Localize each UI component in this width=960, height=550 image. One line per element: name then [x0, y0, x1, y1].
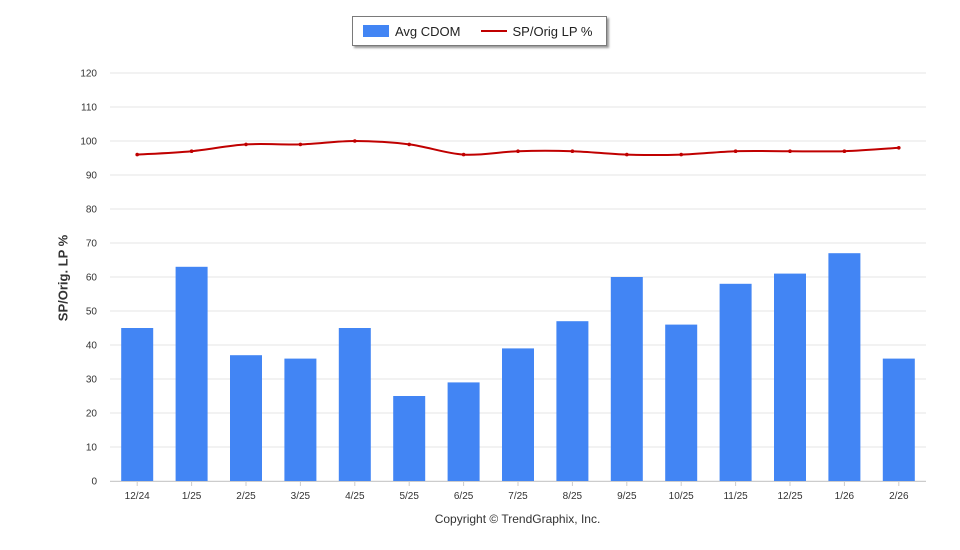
- x-tick-label: 11/25: [723, 491, 748, 502]
- x-tick-label: 8/25: [563, 491, 583, 502]
- x-tick-label: 1/26: [835, 491, 855, 502]
- x-tick-label: 12/25: [777, 491, 802, 502]
- line-point[interactable]: [897, 146, 901, 150]
- x-tick-label: 3/25: [291, 491, 311, 502]
- y-tick-label: 120: [80, 69, 97, 80]
- x-tick-label: 6/25: [454, 491, 474, 502]
- bar[interactable]: [230, 355, 262, 481]
- bar[interactable]: [393, 396, 426, 481]
- y-tick-label: 30: [86, 375, 98, 386]
- y-tick-label: 90: [86, 171, 98, 182]
- copyright-text: Copyright © TrendGraphix, Inc.: [434, 512, 601, 526]
- y-tick-label: 10: [86, 443, 98, 454]
- x-tick-label: 2/26: [889, 491, 909, 502]
- x-tick-label: 4/25: [345, 491, 365, 502]
- legend-swatch-bar: [363, 25, 389, 37]
- y-tick-label: 70: [86, 239, 98, 250]
- x-tick-label: 1/25: [182, 491, 202, 502]
- chart-legend: Avg CDOM SP/Orig LP %: [352, 16, 607, 46]
- legend-label-avg-cdom: Avg CDOM: [395, 23, 461, 39]
- bar[interactable]: [610, 277, 643, 481]
- bar[interactable]: [719, 283, 752, 481]
- bar[interactable]: [828, 253, 861, 481]
- x-tick-label: 5/25: [399, 491, 419, 502]
- line-point[interactable]: [244, 142, 248, 147]
- bar[interactable]: [175, 266, 208, 481]
- legend-item-avg-cdom[interactable]: Avg CDOM: [353, 24, 461, 39]
- x-tick-label: 10/25: [669, 491, 694, 502]
- y-tick-label: 80: [86, 205, 98, 216]
- bar[interactable]: [556, 321, 589, 481]
- line-point[interactable]: [679, 152, 683, 157]
- bar[interactable]: [882, 358, 915, 481]
- line-point[interactable]: [570, 149, 575, 153]
- legend-swatch-line: [480, 30, 507, 32]
- bar[interactable]: [665, 324, 698, 481]
- line-point[interactable]: [189, 149, 194, 153]
- line-point[interactable]: [842, 149, 847, 153]
- x-tick-label: 9/25: [617, 491, 637, 502]
- bar[interactable]: [774, 273, 806, 481]
- line-point[interactable]: [353, 139, 357, 143]
- y-tick-label: 50: [86, 307, 98, 318]
- y-axis-label: SP/Orig. LP %: [55, 234, 71, 322]
- y-tick-label: 100: [80, 137, 97, 148]
- y-tick-label: 20: [86, 409, 98, 420]
- line-point[interactable]: [461, 152, 466, 157]
- bar[interactable]: [338, 328, 371, 481]
- legend-item-sp-orig[interactable]: SP/Orig LP %: [461, 23, 593, 39]
- y-tick-label: 0: [91, 477, 97, 488]
- y-tick-label: 40: [86, 341, 98, 352]
- bar[interactable]: [121, 328, 154, 481]
- bar[interactable]: [502, 348, 534, 481]
- x-tick-label: 12/24: [125, 491, 150, 502]
- line-point[interactable]: [298, 142, 303, 147]
- line-point[interactable]: [135, 152, 139, 157]
- line-point[interactable]: [788, 149, 792, 153]
- line-point[interactable]: [516, 149, 520, 153]
- x-tick-label: 2/25: [236, 491, 256, 502]
- line-point[interactable]: [407, 142, 412, 147]
- bar[interactable]: [284, 358, 317, 481]
- x-tick-label: 7/25: [508, 491, 528, 502]
- line-point[interactable]: [625, 152, 629, 157]
- y-tick-label: 60: [86, 273, 98, 284]
- legend-label-sp-orig: SP/Orig LP %: [512, 23, 593, 39]
- y-tick-label: 110: [81, 103, 97, 114]
- line-point[interactable]: [733, 149, 738, 153]
- bar[interactable]: [447, 382, 480, 481]
